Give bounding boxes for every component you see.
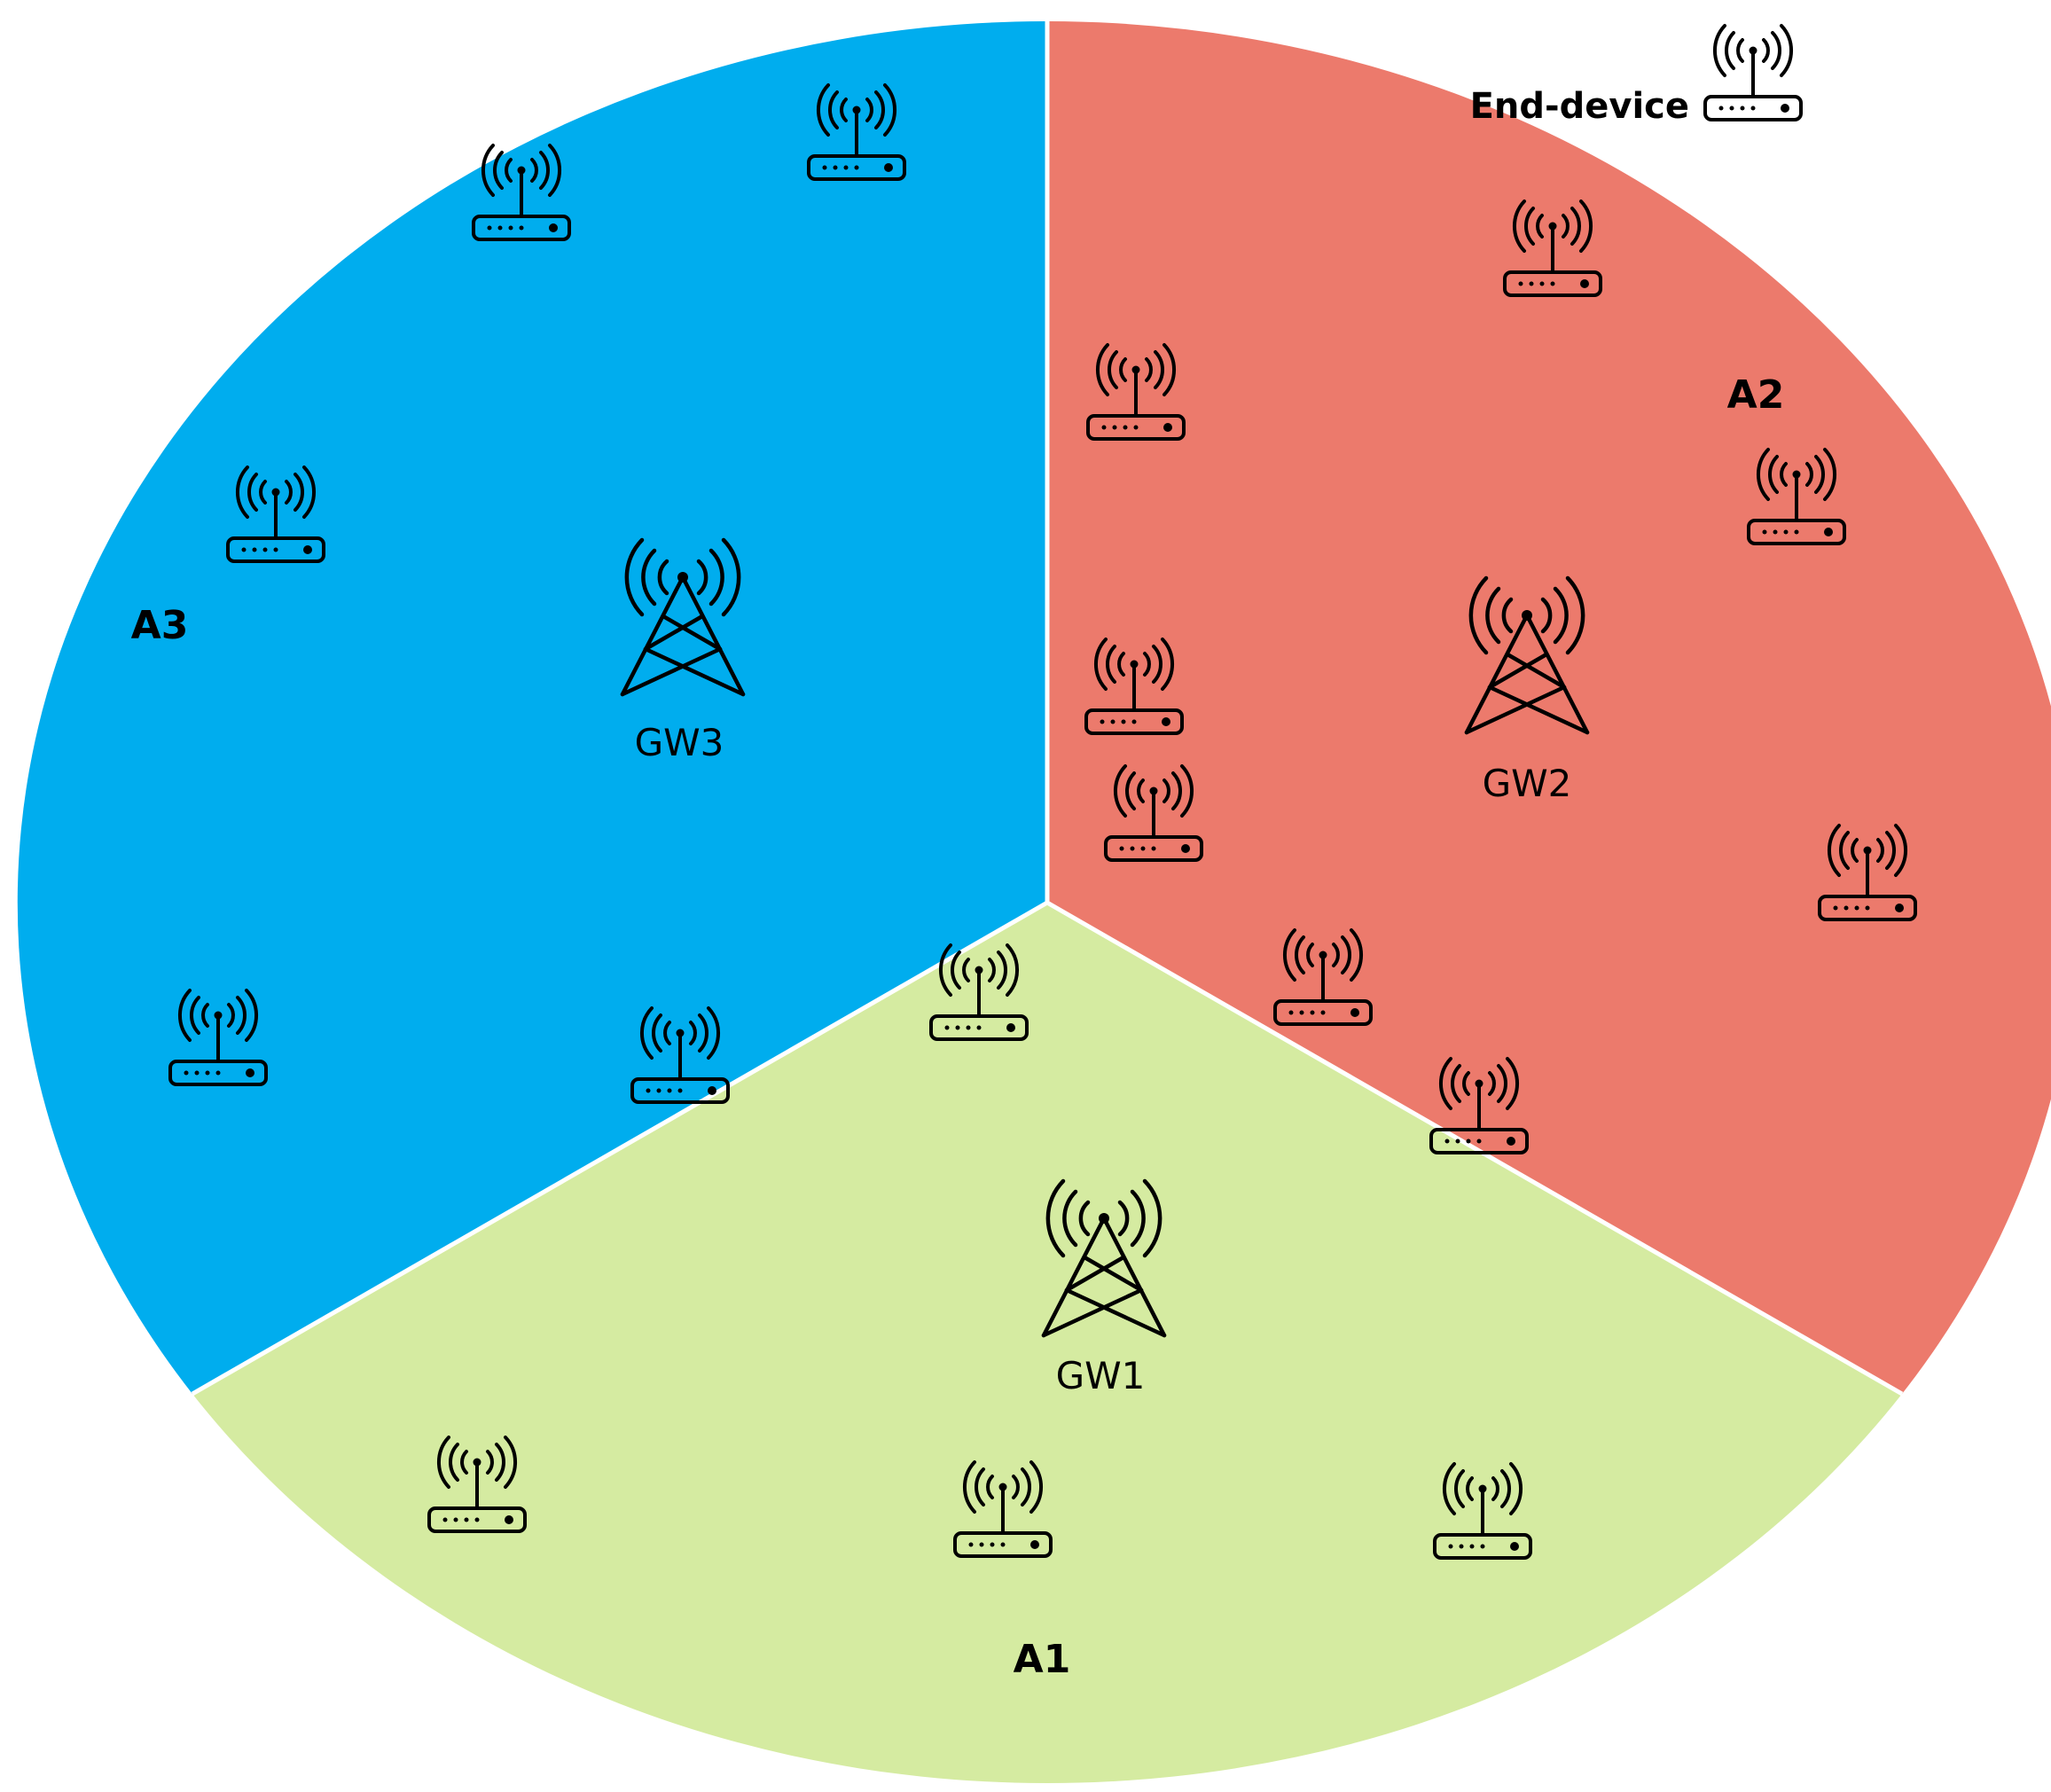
gateway-gw3-label: GW3: [635, 721, 724, 764]
gateway-gw1-label: GW1: [1056, 1354, 1146, 1397]
gateway-gw2-label: GW2: [1483, 762, 1572, 805]
divider-line: [191, 900, 1049, 1397]
area-a3-label: A3: [131, 603, 189, 648]
area-a1-region: [192, 903, 1902, 1783]
area-a3-region: [17, 21, 1048, 1394]
legend-router-icon: [1703, 24, 1803, 121]
divider-line: [1045, 900, 1904, 1397]
legend-end-device-label: End-device: [1470, 86, 1689, 127]
area-a2-label: A2: [1727, 372, 1785, 418]
legend: End-device: [1470, 24, 1803, 127]
coverage-areas: [17, 21, 2051, 1783]
area-a2-region: [1047, 21, 2051, 1394]
area-a1-label: A1: [1014, 1637, 1071, 1682]
